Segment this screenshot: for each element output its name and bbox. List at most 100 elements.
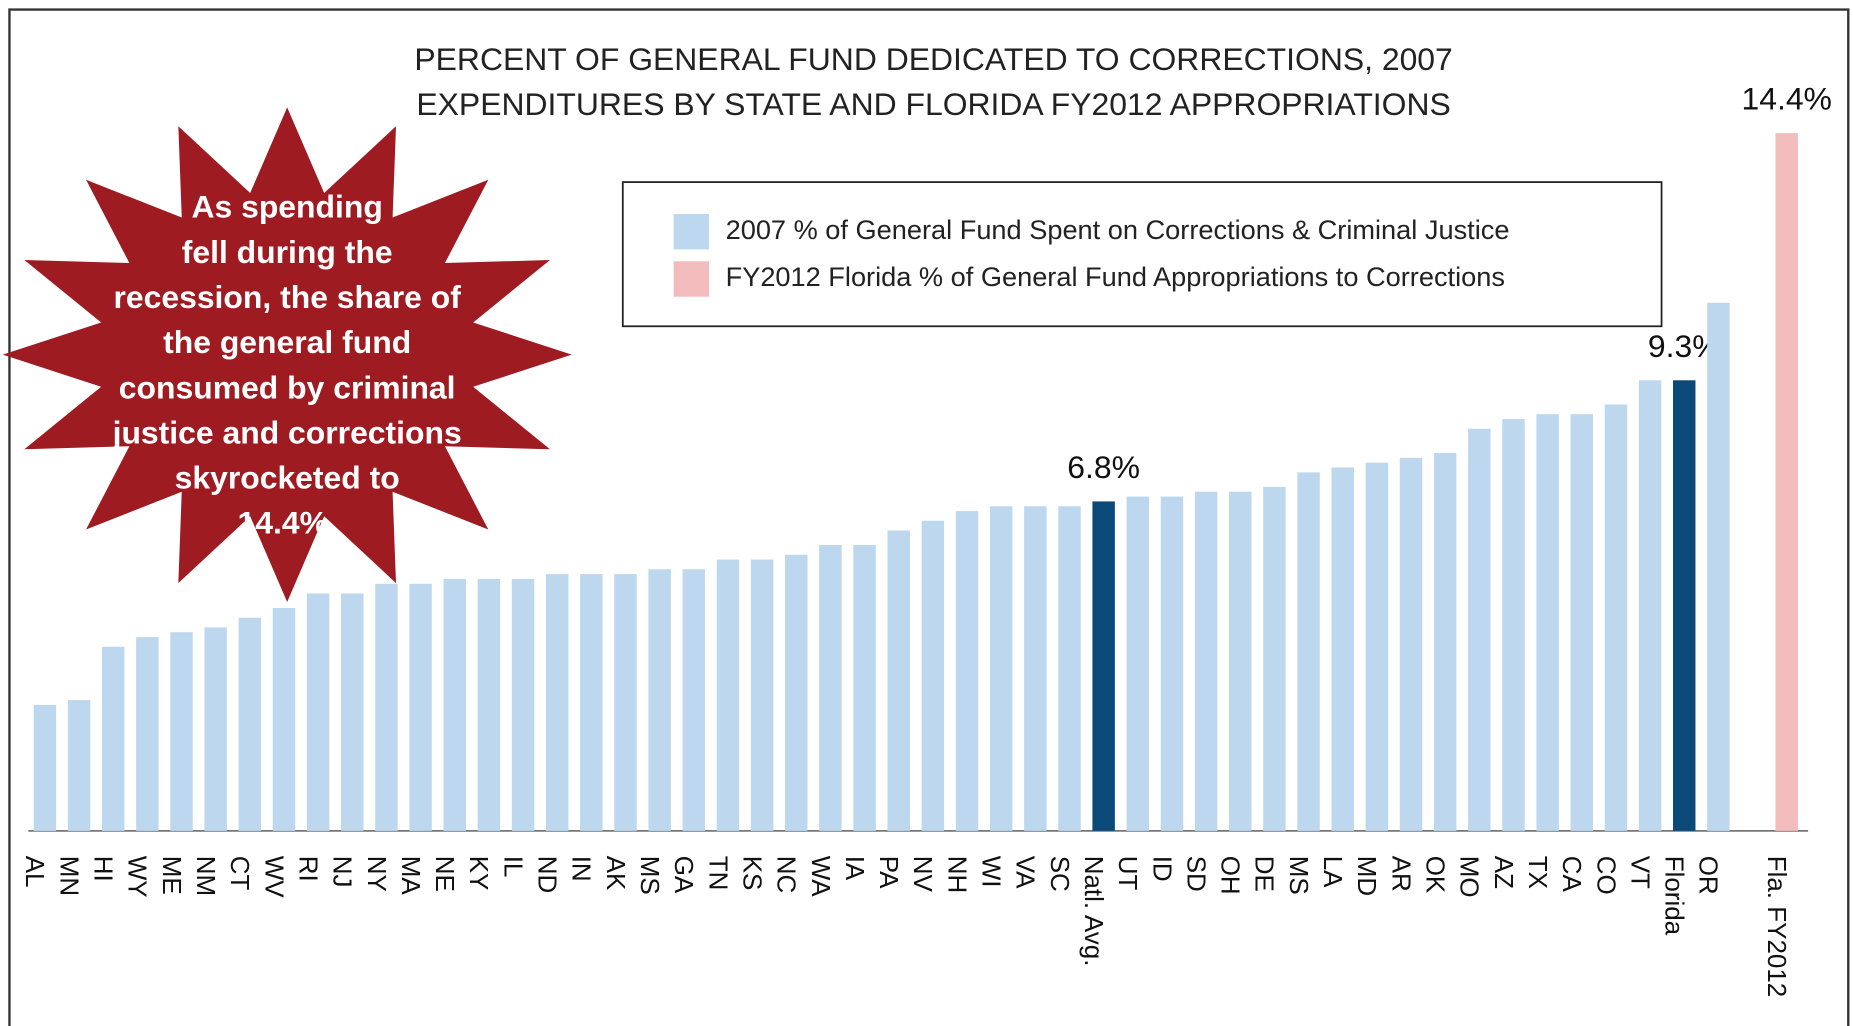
x-tick-label: NY xyxy=(362,856,392,892)
x-tick-label: NJ xyxy=(328,856,358,888)
bar xyxy=(409,583,432,831)
bar xyxy=(341,593,364,831)
x-tick-label: MA xyxy=(396,856,426,896)
x-tick-label: AZ xyxy=(1489,856,1519,889)
chart-title: EXPENDITURES BY STATE AND FLORIDA FY2012… xyxy=(416,86,1450,122)
x-tick-label: WA xyxy=(806,856,836,898)
x-tick-label: OR xyxy=(1694,856,1724,895)
bar xyxy=(853,545,876,831)
bar xyxy=(1058,506,1081,831)
x-tick-label: AR xyxy=(1386,856,1416,892)
bar xyxy=(204,627,227,831)
bar xyxy=(1468,428,1491,831)
x-tick-label: NM xyxy=(191,856,221,896)
bar xyxy=(67,700,91,831)
annotation-text: consumed by criminal xyxy=(119,369,456,405)
x-tick-label: MD xyxy=(1352,856,1382,896)
bar xyxy=(33,704,57,831)
x-tick-label: UT xyxy=(1113,856,1143,891)
bar xyxy=(648,569,671,831)
bar xyxy=(136,637,159,831)
bar xyxy=(1604,404,1628,831)
bar xyxy=(1024,506,1047,831)
x-tick-label: HI xyxy=(89,856,119,882)
bar xyxy=(750,559,774,831)
x-tick-label: NH xyxy=(942,856,972,894)
bar xyxy=(1433,452,1457,831)
bar xyxy=(614,574,637,831)
x-tick-label: CO xyxy=(1591,856,1621,895)
x-tick-label: AL xyxy=(20,856,50,888)
x-tick-label: SC xyxy=(1045,856,1075,892)
x-tick-label: Florida xyxy=(1660,856,1690,936)
bar xyxy=(170,632,193,831)
bar xyxy=(375,583,398,831)
bar xyxy=(1365,462,1389,831)
bar xyxy=(955,511,979,831)
x-tick-label: NE xyxy=(430,856,460,892)
bar xyxy=(1536,414,1559,831)
data-label: 6.8% xyxy=(1067,449,1140,485)
annotation-text: As spending xyxy=(191,189,382,225)
x-tick-label: TN xyxy=(703,856,733,891)
annotation-text: fell during the xyxy=(182,234,393,270)
x-tick-label: MO xyxy=(1455,856,1485,898)
bar xyxy=(101,646,125,831)
x-tick-label: WV xyxy=(259,856,289,899)
x-tick-label: Fla. FY2012 xyxy=(1762,856,1792,998)
x-tick-label: IA xyxy=(840,856,870,881)
bar xyxy=(1126,496,1150,831)
x-tick-label: CA xyxy=(1557,856,1587,893)
x-tick-label: NV xyxy=(908,856,938,893)
bar xyxy=(306,593,330,831)
annotation-text: skyrocketed to xyxy=(175,460,400,496)
bar xyxy=(819,545,842,831)
x-tick-label: NC xyxy=(772,856,802,894)
x-tick-label: TX xyxy=(1523,856,1553,889)
x-tick-label: KY xyxy=(464,856,494,891)
bar xyxy=(1502,419,1525,831)
legend-label: FY2012 Florida % of General Fund Appropr… xyxy=(726,261,1505,292)
bar xyxy=(887,530,910,831)
x-tick-label: DE xyxy=(1250,856,1280,892)
bar xyxy=(1297,472,1320,831)
bar xyxy=(1775,133,1798,831)
x-tick-label: IL xyxy=(498,856,528,878)
bar xyxy=(1673,380,1696,831)
legend-label: 2007 % of General Fund Spent on Correcti… xyxy=(726,214,1510,245)
legend-swatch xyxy=(673,261,710,297)
x-tick-label: KS xyxy=(737,856,767,891)
annotation-text: the general fund xyxy=(163,324,411,360)
bar xyxy=(545,574,569,831)
annotation-text: justice and corrections xyxy=(112,414,462,450)
bar xyxy=(580,574,603,831)
bar xyxy=(511,578,535,831)
x-tick-label: MS xyxy=(1284,856,1314,895)
bar xyxy=(989,506,1013,831)
x-tick-label: WI xyxy=(977,856,1007,888)
x-tick-label: GA xyxy=(669,856,699,894)
x-tick-label: LA xyxy=(1318,856,1348,888)
bar xyxy=(1638,380,1662,831)
x-tick-label: CT xyxy=(225,856,255,891)
bar xyxy=(238,617,262,831)
bar xyxy=(477,578,501,831)
bar xyxy=(1160,496,1184,831)
bar xyxy=(272,608,296,831)
x-tick-label: VA xyxy=(1011,856,1041,889)
annotation-star xyxy=(2,107,572,602)
x-tick-label: RI xyxy=(293,856,323,882)
x-tick-label: WY xyxy=(123,856,153,898)
bar xyxy=(682,569,706,831)
data-label: 14.4% xyxy=(1741,81,1831,117)
bar xyxy=(1331,467,1354,831)
bar xyxy=(1229,491,1252,831)
bar xyxy=(1570,414,1594,831)
annotation-text: 14.4%. xyxy=(238,505,337,541)
x-tick-label: IN xyxy=(567,856,597,882)
bar xyxy=(1092,501,1115,831)
bar xyxy=(1194,491,1218,831)
x-tick-label: ID xyxy=(1147,856,1177,882)
